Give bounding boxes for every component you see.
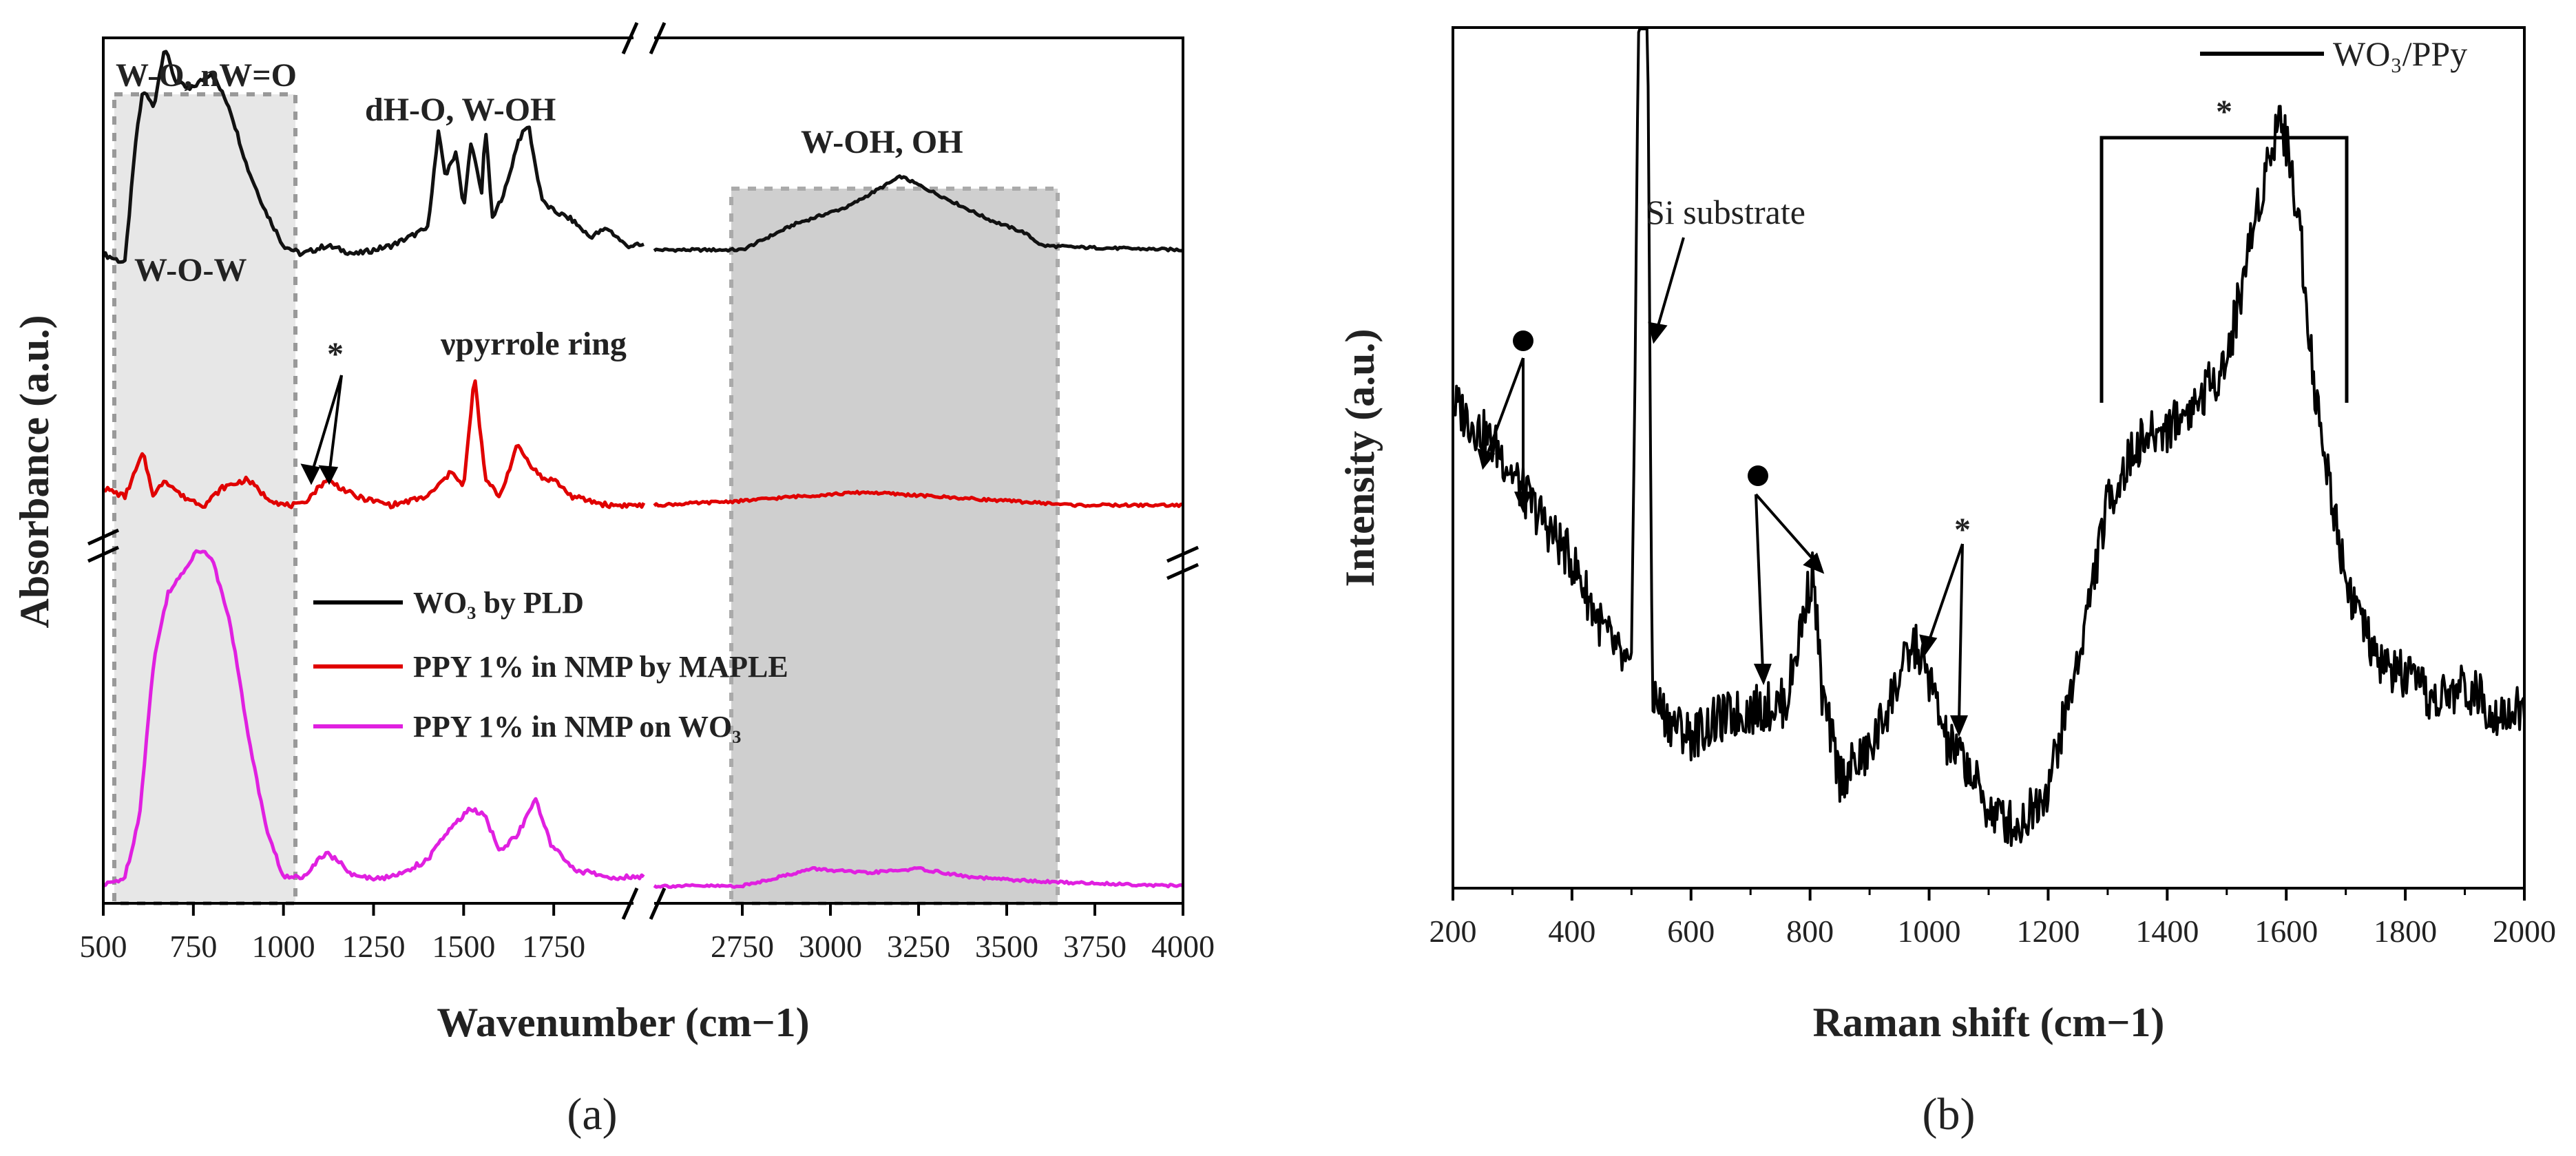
panel-a-x-ticks: 500 750 1000 1250 1500 1750 2750 3000 3250 3500 37… xyxy=(80,903,1215,964)
bracket-star: * xyxy=(2216,94,2232,130)
panel-b-frame xyxy=(1452,26,2526,890)
annotation-v-pyrrole: νpyrrole ring xyxy=(440,326,627,362)
top-axis-break-gap xyxy=(633,30,654,46)
x-tick-label: 1250 xyxy=(342,929,406,964)
panel-b-series xyxy=(1452,28,2526,848)
annotation-arrows-b xyxy=(1477,237,1968,737)
marker-dot-1 xyxy=(1513,330,1533,351)
annotation-star-a: * xyxy=(327,336,344,372)
annotation-w-oh-oh: W-OH, OH xyxy=(801,124,963,160)
x-tick-label: 3750 xyxy=(1063,929,1127,964)
annotation-w-o-w: W-O-W xyxy=(134,252,247,288)
x-axis-title-b: Raman shift (cm−1) xyxy=(1813,1000,2165,1045)
series-line-1-right xyxy=(653,174,1184,253)
series-line-2-left xyxy=(102,379,646,509)
x-axis-title-a: Wavenumber (cm−1) xyxy=(437,1000,809,1045)
x-tick-label: 4000 xyxy=(1151,929,1215,964)
x-tick-label: 1000 xyxy=(1898,914,1961,949)
annotation-arrows-a xyxy=(300,375,343,485)
panel-label-a: (a) xyxy=(567,1089,617,1139)
x-tick-label: 400 xyxy=(1548,914,1595,949)
annotation-w-o-nw-o: W-O, nW=O xyxy=(116,57,297,94)
legend-label-ppy-wo3: PPY 1% in NMP on WO₃ xyxy=(413,710,741,744)
series-line-1-left xyxy=(101,50,645,264)
panel-a-series xyxy=(101,50,1184,890)
annotation-star-b: * xyxy=(1954,512,1971,548)
x-tick-label: 1000 xyxy=(252,929,315,964)
annotation-dh-o-w-oh: dH-O, W-OH xyxy=(365,92,556,128)
panel-label-b: (b) xyxy=(1923,1089,1976,1139)
panel-b: 200 400 600 800 1000 1200 1400 1600 1800 2000 WO₃… xyxy=(1337,26,2556,1139)
x-tick-label: 1200 xyxy=(2016,914,2080,949)
marker-dot-2 xyxy=(1748,465,1768,486)
x-tick-label: 500 xyxy=(80,929,127,964)
bracket-annotation xyxy=(2099,136,2349,403)
x-tick-label: 1400 xyxy=(2135,914,2199,949)
x-tick-label: 600 xyxy=(1667,914,1715,949)
x-tick-label: 2000 xyxy=(2493,914,2556,949)
x-tick-label: 200 xyxy=(1430,914,1477,949)
x-tick-label: 800 xyxy=(1786,914,1834,949)
series-line-2-right xyxy=(653,490,1184,508)
x-tick-label: 1500 xyxy=(432,929,495,964)
axis-break-marks xyxy=(87,21,1200,921)
x-tick-label: 1600 xyxy=(2254,914,2318,949)
shaded-region-w-oh xyxy=(729,187,1060,905)
raman-series-line xyxy=(1452,28,2526,848)
annotation-si-substrate: Si substrate xyxy=(1646,193,1805,231)
legend-label-wo3: WO₃ by PLD xyxy=(413,586,584,620)
x-tick-label: 3500 xyxy=(975,929,1038,964)
y-axis-title-a: Absorbance (a.u.) xyxy=(12,315,57,628)
series-line-3-left xyxy=(103,549,645,888)
legend-label-ppy-maple: PPY 1% in NMP by MAPLE xyxy=(413,650,788,684)
x-axis-break-gap xyxy=(633,895,654,912)
x-tick-label: 1800 xyxy=(2374,914,2437,949)
panel-b-x-ticks: 200 400 600 800 1000 1200 1400 1600 1800 2000 xyxy=(1430,888,2556,949)
series-line-3-right xyxy=(653,866,1184,890)
y-axis-title-b: Intensity (a.u.) xyxy=(1337,328,1383,587)
legend-a: WO₃ by PLD PPY 1% in NMP by MAPLE PPY 1%… xyxy=(313,586,788,744)
x-tick-label: 3250 xyxy=(887,929,950,964)
x-tick-label: 1750 xyxy=(522,929,585,964)
legend-label-wo3-ppy: WO₃/PPy xyxy=(2333,34,2467,73)
x-tick-label: 2750 xyxy=(711,929,774,964)
x-tick-label: 750 xyxy=(169,929,217,964)
panel-a: 500 750 1000 1250 1500 1750 2750 3000 3250 3500 37… xyxy=(12,21,1215,1139)
x-tick-label: 3000 xyxy=(799,929,862,964)
